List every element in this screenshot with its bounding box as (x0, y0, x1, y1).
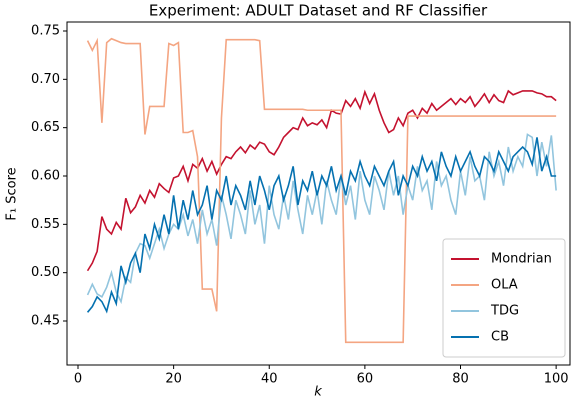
y-tick-label: 0.55 (31, 217, 60, 232)
legend-box (442, 238, 566, 358)
x-tick-label: 20 (165, 372, 182, 387)
x-tick-label: 100 (544, 372, 569, 387)
x-tick-label: 60 (357, 372, 374, 387)
x-axis-label: k (314, 385, 322, 400)
line-series (86, 37, 557, 344)
y-tick-label: 0.65 (31, 120, 60, 135)
y-tick-label: 0.50 (31, 265, 60, 280)
legend-label: OLA (491, 278, 518, 293)
x-tick-label: 40 (261, 372, 278, 387)
legend-label: TDG (490, 304, 519, 319)
x-tick-label: 80 (452, 372, 469, 387)
y-tick-label: 0.60 (31, 169, 60, 184)
y-tick-label: 0.70 (31, 72, 60, 87)
legend-label: CB (491, 330, 509, 345)
line-series (86, 137, 557, 314)
plot-frame (66, 21, 571, 366)
line-series (86, 89, 557, 272)
chart-title: Experiment: ADULT Dataset and RF Classif… (149, 2, 488, 20)
legend-label: Mondrian (491, 252, 552, 267)
y-tick-label: 0.45 (31, 314, 60, 329)
y-axis-label: F₁ Score (5, 167, 20, 220)
line-series (86, 133, 557, 305)
y-tick-label: 0.75 (31, 23, 60, 38)
x-tick-label: 0 (74, 372, 82, 387)
